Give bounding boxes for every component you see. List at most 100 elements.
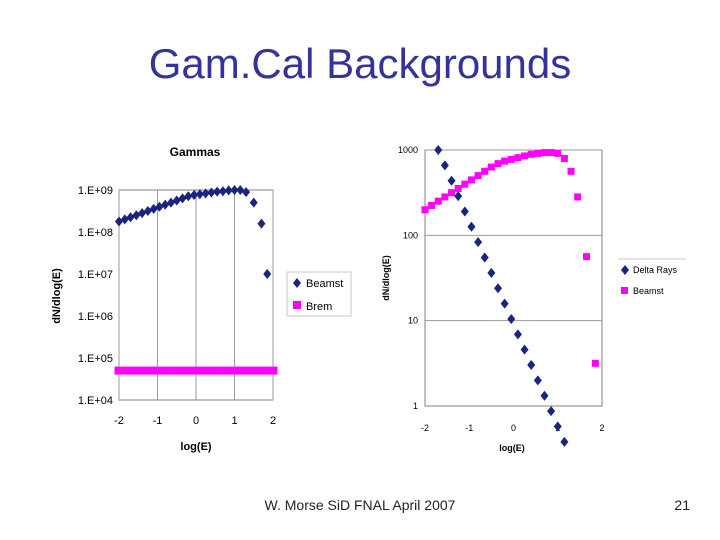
chart2-beamst-point xyxy=(434,197,442,205)
chart1-x-label: log(E) xyxy=(180,441,211,453)
chart1-brem-point xyxy=(153,366,162,375)
page-number: 21 xyxy=(674,497,690,513)
chart2-beamst-point xyxy=(534,149,542,157)
chart2-y-tick-label: 100 xyxy=(403,230,418,240)
chart1-brem-point xyxy=(199,366,209,375)
chart2-delta-point xyxy=(547,406,556,417)
chart1-brem-point xyxy=(114,366,124,375)
chart2-beamst-point xyxy=(527,150,535,158)
chart1-x-tick-label: -2 xyxy=(114,415,124,427)
chart1-y-tick-label: 1.E+07 xyxy=(78,269,113,281)
chart1-beamst-point xyxy=(195,189,204,200)
chart2-beamst-point xyxy=(547,149,555,157)
chart1-brem-point xyxy=(168,366,178,375)
chart2-delta-point xyxy=(520,344,529,355)
chart2-beamst-point xyxy=(514,154,522,162)
chart2-delta-point xyxy=(513,329,522,340)
chart2-legend-label-delta: Delta Rays xyxy=(633,265,678,275)
footer-text: W. Morse SiD FNAL April 2007 xyxy=(264,497,456,513)
chart2-beamst-point xyxy=(467,176,475,184)
chart2-delta-point xyxy=(527,360,536,371)
chart2-beamst-point xyxy=(428,201,436,209)
chart2-beamst-point xyxy=(501,157,509,165)
chart1-beamst-point xyxy=(126,212,135,223)
chart2-delta-point xyxy=(474,237,483,248)
chart2-beamst-point xyxy=(554,149,562,157)
chart1-brem-point xyxy=(214,366,224,375)
chart2-y-ticks: 1 10 100 1000 xyxy=(398,145,418,411)
chart2-delta-point xyxy=(487,267,496,278)
chart2-x-label: log(E) xyxy=(499,443,525,453)
chart1-brem-point xyxy=(237,366,247,375)
chart1-brem-point xyxy=(145,366,155,375)
chart1-beamst-point xyxy=(143,206,152,216)
chart2-y-tick-label: 1 xyxy=(413,401,418,411)
chart1-y-tick-label: 1.E+09 xyxy=(78,185,113,197)
chart2-delta-point xyxy=(440,160,449,171)
chart2-beamst-point xyxy=(574,193,582,201)
chart1-beamst-point xyxy=(138,208,147,219)
chart2-beamst-point xyxy=(583,253,591,261)
chart1-x-tick-label: 1 xyxy=(231,415,237,427)
chart1-beamst-point xyxy=(236,185,245,195)
chart1-legend-marker-brem xyxy=(293,301,301,309)
chart2-delta-point xyxy=(434,145,443,155)
chart1-brem-point xyxy=(253,366,263,375)
chart1-x-tick-label: -1 xyxy=(153,415,163,427)
chart2-beamst-point xyxy=(567,167,575,175)
chart2-delta-point xyxy=(454,191,463,202)
chart2-legend-marker-delta xyxy=(621,265,629,275)
chart1-title: Gammas xyxy=(170,145,221,159)
chart2-legend: Delta Rays Beamst xyxy=(618,258,686,296)
chart1-beamst-point xyxy=(263,269,272,279)
chart2-delta-point xyxy=(560,436,569,447)
chart2-x-tick-label: 2 xyxy=(599,423,604,433)
chart2-beamst-point xyxy=(474,172,482,180)
chart1-beamst-point xyxy=(172,195,181,206)
chart2-delta-point xyxy=(553,421,562,432)
chart1-brem-point xyxy=(122,366,132,375)
chart1-beamst-point xyxy=(184,191,193,202)
chart2-y-tick-label: 10 xyxy=(408,316,418,326)
chart2-beamst-point xyxy=(507,155,515,163)
chart1-beamst-point xyxy=(115,216,123,227)
chart1-beamst-point xyxy=(242,187,251,198)
chart2-delta-point xyxy=(507,313,516,324)
chart1-brem-point xyxy=(176,366,186,375)
chart1-x-tick-label: 0 xyxy=(193,415,199,427)
chart1-beamst-point xyxy=(213,186,222,197)
chart1-y-tick-label: 1.E+05 xyxy=(78,353,113,365)
chart2-beamst-point xyxy=(461,180,469,188)
chart2-beamst-point xyxy=(521,152,529,160)
chart1-legend-label-beamst: Beamst xyxy=(306,278,343,290)
delta-rays-chart: 1 10 100 1000 -2 -1 0 1 2 log(E) dN/dlog(E) Del… xyxy=(381,145,686,453)
chart2-delta-point xyxy=(447,175,456,186)
chart2-x-tick-label: -1 xyxy=(465,423,473,433)
chart1-beamst-point xyxy=(249,197,258,208)
chart2-y-tick-label: 1000 xyxy=(398,145,418,155)
chart1-beamst-point xyxy=(149,203,158,214)
chart1-beamst-point xyxy=(161,199,170,210)
chart2-legend-marker-beamst xyxy=(621,287,628,294)
chart2-x-tick-label: -2 xyxy=(421,423,429,433)
chart1-y-label: dN/dlog(E) xyxy=(51,268,63,324)
chart2-delta-point xyxy=(494,283,503,294)
chart1-brem-point xyxy=(230,366,239,375)
chart1-brem-point xyxy=(160,366,170,375)
chart2-beamst-point xyxy=(494,160,502,168)
chart1-brem-point xyxy=(222,366,232,375)
chart2-beamst-point xyxy=(481,167,489,175)
chart2-beamst-point xyxy=(454,184,462,192)
gammas-chart: Gammas 1.E+041.E+051.E+061.E+071.E+081.E… xyxy=(51,145,352,453)
chart1-beamst-point xyxy=(257,218,266,229)
chart1-brem-point xyxy=(129,366,139,375)
chart1-y-tick-label: 1.E+04 xyxy=(78,395,113,407)
chart1-beamst-point xyxy=(132,210,141,221)
chart1-legend: Beamst Brem xyxy=(286,271,352,317)
chart2-beamst-point xyxy=(591,359,599,367)
chart1-beamst-point xyxy=(207,187,216,198)
chart2-series xyxy=(421,145,599,447)
chart2-delta-point xyxy=(500,298,509,309)
chart1-beamst-point xyxy=(224,185,233,196)
